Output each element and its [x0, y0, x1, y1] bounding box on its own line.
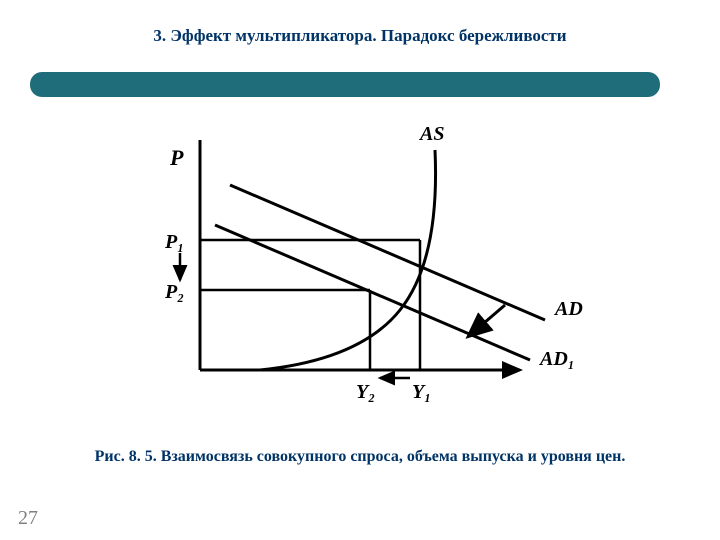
ad1-label: AD₁ [538, 348, 575, 370]
y2-label: Y₂ [356, 381, 375, 403]
ad-label: AD [553, 298, 583, 320]
decorative-bar [30, 72, 660, 97]
figure-caption: Рис. 8. 5. Взаимосвязь совокупного спрос… [0, 448, 720, 466]
page-number: 27 [10, 507, 46, 530]
as-curve [260, 150, 436, 370]
as-label: AS [418, 123, 444, 145]
y-axis-label: P [169, 145, 184, 170]
p1-label: P₁ [164, 231, 184, 253]
ad-shift-arrow [470, 305, 505, 335]
y1-label: Y₁ [412, 381, 431, 403]
p2-label: P₂ [164, 281, 184, 303]
page-title: 3. Эффект мультипликатора. Парадокс бере… [0, 26, 720, 46]
economics-diagram: P AS AD AD₁ P₁ P₂ Y₁ Y₂ [100, 120, 620, 420]
